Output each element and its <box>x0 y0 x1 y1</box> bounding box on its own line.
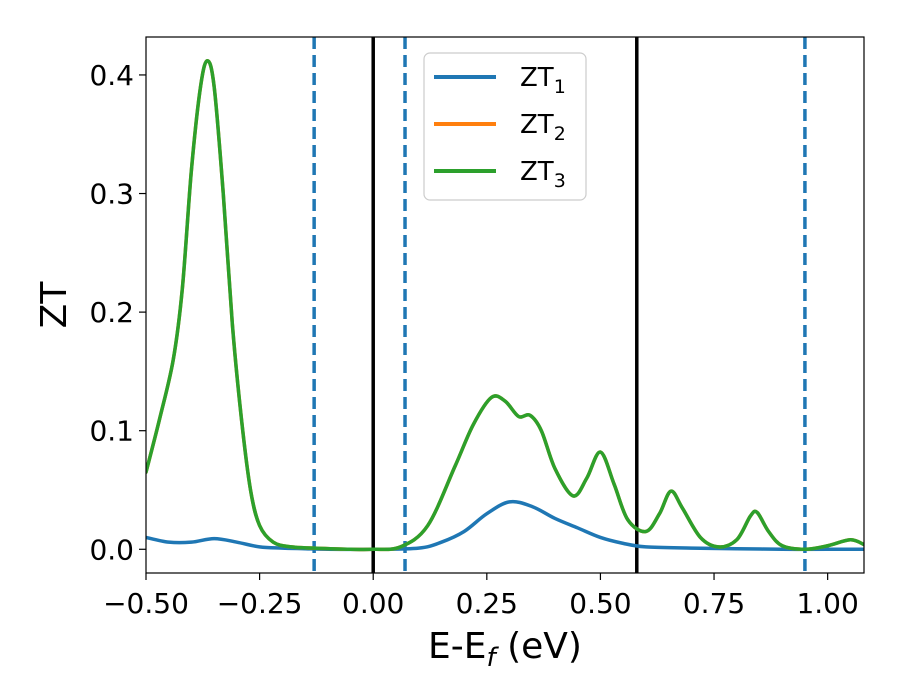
y-axis-label: ZT <box>34 281 75 329</box>
legend-label-zt2: ZT2 <box>520 110 566 145</box>
y-tick-label: 0.2 <box>89 296 134 329</box>
x-tick-label: −0.50 <box>103 587 189 620</box>
x-tick-label: 1.00 <box>796 587 858 620</box>
plot-frame <box>145 36 865 574</box>
legend-label-zt3: ZT3 <box>520 157 566 192</box>
y-tick-label: 0.0 <box>89 533 134 566</box>
series-line-zt3 <box>146 58 864 552</box>
y-tick-label: 0.4 <box>89 59 134 92</box>
x-axis-ticks: −0.50 −0.25 0.00 0.25 0.50 0.75 1.00 <box>103 573 859 620</box>
x-tick-label: 0.75 <box>683 587 745 620</box>
y-tick-label: 0.3 <box>89 178 134 211</box>
x-axis-label-main: E-E <box>428 626 486 667</box>
legend-label-zt1: ZT1 <box>520 63 566 98</box>
x-tick-label: 0.50 <box>569 587 631 620</box>
legend-box <box>423 52 587 201</box>
y-axis-ticks: 0.0 0.1 0.2 0.3 0.4 <box>89 59 146 566</box>
series-line-zt1 <box>146 499 864 552</box>
x-tick-label: −0.25 <box>217 587 303 620</box>
x-axis-label: E-Ef (eV) <box>428 626 582 673</box>
y-tick-label: 0.1 <box>89 415 134 448</box>
x-tick-label: 0.25 <box>456 587 518 620</box>
x-tick-label: 0.00 <box>342 587 404 620</box>
vertical-lines <box>312 37 807 573</box>
series-lines <box>146 58 864 552</box>
legend: ZT1 ZT2 ZT3 <box>423 52 587 201</box>
x-axis-label-unit: (eV) <box>496 626 582 667</box>
